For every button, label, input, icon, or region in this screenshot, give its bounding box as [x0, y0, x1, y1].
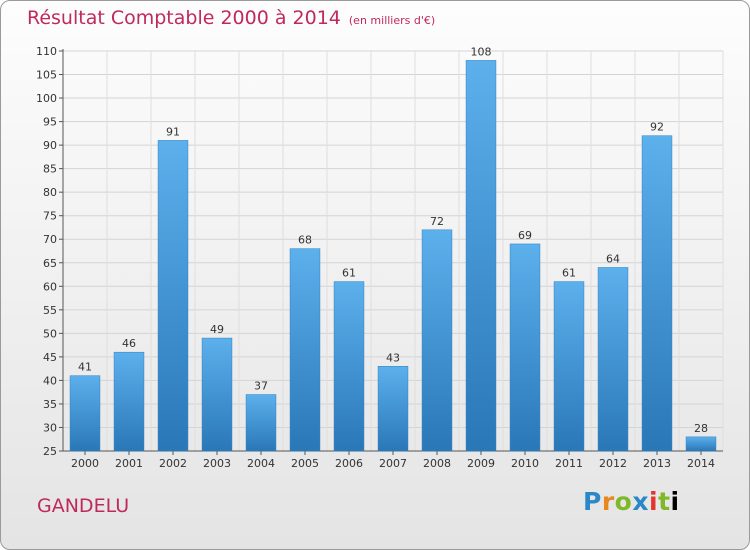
x-tick-label: 2002 [159, 457, 187, 470]
y-tick-label: 85 [43, 163, 57, 176]
y-tick-label: 50 [43, 327, 57, 340]
town-name: GANDELU [37, 495, 130, 517]
y-tick-label: 110 [36, 45, 57, 58]
logo-letter: P [583, 487, 602, 516]
bar-2007 [377, 366, 409, 452]
y-tick-label: 90 [43, 139, 57, 152]
bar-value-label: 64 [606, 252, 620, 265]
y-tick-label: 105 [36, 69, 57, 82]
y-tick-label: 70 [43, 233, 57, 246]
y-tick-label: 35 [43, 398, 57, 411]
logo-letter: i [649, 487, 659, 516]
bar-layer: 41 46 91 49 37 68 61 43 72 108 69 61 64 92 28 [69, 45, 717, 452]
bar-2013 [641, 135, 673, 452]
x-tick-label: 2011 [555, 457, 583, 470]
chart-title: Résultat Comptable 2000 à 2014 (en millie… [27, 7, 435, 29]
bar-value-label: 37 [254, 380, 268, 393]
x-tick-label: 2010 [511, 457, 539, 470]
bar-value-label: 46 [122, 337, 136, 350]
y-tick-label: 30 [43, 421, 57, 434]
bar-value-label: 61 [562, 267, 576, 280]
x-tick-label: 2014 [687, 457, 715, 470]
bar-2010 [509, 243, 541, 452]
y-tick-label: 75 [43, 210, 57, 223]
bar-2000 [69, 375, 101, 452]
bar-2009 [465, 60, 497, 452]
y-tick-label: 80 [43, 186, 57, 199]
x-tick-label: 2001 [115, 457, 143, 470]
bar-2001 [113, 351, 145, 452]
x-tick-label: 2004 [247, 457, 275, 470]
logo-letter: i [670, 487, 680, 516]
y-tick-label: 40 [43, 374, 57, 387]
x-tick-label: 2008 [423, 457, 451, 470]
y-tick-label: 25 [43, 445, 57, 458]
bar-2008 [421, 229, 453, 452]
x-tick-label: 2009 [467, 457, 495, 470]
bar-value-label: 91 [166, 125, 180, 138]
proxiti-logo: Proxiti [583, 487, 680, 516]
bar-value-label: 49 [210, 323, 224, 336]
y-tick-label: 60 [43, 280, 57, 293]
logo-letter: x [632, 487, 649, 516]
logo-letter: r [601, 487, 615, 516]
x-tick-label: 2003 [203, 457, 231, 470]
bar-value-label: 108 [471, 45, 492, 58]
bar-value-label: 28 [694, 422, 708, 435]
bar-2005 [289, 248, 321, 452]
y-tick-label: 65 [43, 257, 57, 270]
x-tick-label: 2012 [599, 457, 627, 470]
bar-2002 [157, 140, 189, 452]
bar-2004 [245, 394, 277, 452]
bar-2006 [333, 281, 365, 452]
y-tick-label: 55 [43, 304, 57, 317]
x-tick-label: 2006 [335, 457, 363, 470]
bar-2011 [553, 281, 585, 452]
y-tick-label: 100 [36, 92, 57, 105]
bar-2012 [597, 267, 629, 452]
x-tick-label: 2007 [379, 457, 407, 470]
chart-unit: (en milliers d'€) [348, 14, 436, 27]
bar-value-label: 72 [430, 215, 444, 228]
logo-letter: t [658, 487, 671, 516]
logo-letter: o [614, 487, 633, 516]
x-tick-label: 2013 [643, 457, 671, 470]
bar-value-label: 68 [298, 234, 312, 247]
x-tick-label: 2000 [71, 457, 99, 470]
bar-value-label: 92 [650, 121, 664, 134]
y-tick-label: 45 [43, 351, 57, 364]
axis-layer: 25 30 35 40 45 50 55 60 65 70 75 80 85 90 95 100 105 110 2… [36, 45, 723, 470]
bar-value-label: 61 [342, 267, 356, 280]
chart-title-text: Résultat Comptable 2000 à 2014 [27, 7, 341, 29]
x-tick-label: 2005 [291, 457, 319, 470]
bar-value-label: 41 [78, 361, 92, 374]
bar-2014 [685, 436, 717, 452]
bar-2003 [201, 337, 233, 452]
bar-value-label: 43 [386, 351, 400, 364]
y-tick-label: 95 [43, 116, 57, 129]
bar-value-label: 69 [518, 229, 532, 242]
